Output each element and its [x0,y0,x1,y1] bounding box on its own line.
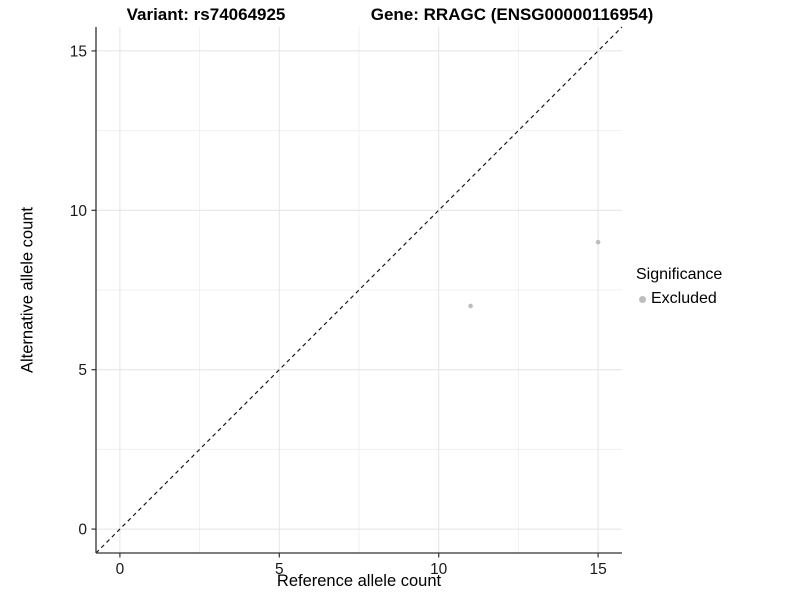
gene-title: Gene: RRAGC (ENSG00000116954) [370,5,654,24]
y-tick-label: 15 [70,43,87,60]
y-tick-label: 10 [70,203,88,220]
y-tick-label: 0 [78,522,87,539]
variant-title: Variant: rs74064925 [126,5,286,24]
legend: Significance Excluded [636,266,722,308]
y-tick-label: 5 [78,362,87,379]
legend-item-label: Excluded [651,290,717,307]
data-point [595,239,601,245]
data-point [468,303,473,309]
x-tick-label: 5 [275,561,284,578]
legend-item-excluded: Excluded [636,290,722,308]
x-tick-label: 0 [116,561,125,578]
x-tick-label: 10 [430,561,448,578]
y-axis-title: Alternative allele count [18,206,37,374]
legend-point-icon [639,295,646,303]
x-tick-label: 15 [589,561,606,578]
legend-title: Significance [636,266,723,283]
identity-line [95,26,623,554]
x-axis-title: Reference allele count [276,572,442,590]
